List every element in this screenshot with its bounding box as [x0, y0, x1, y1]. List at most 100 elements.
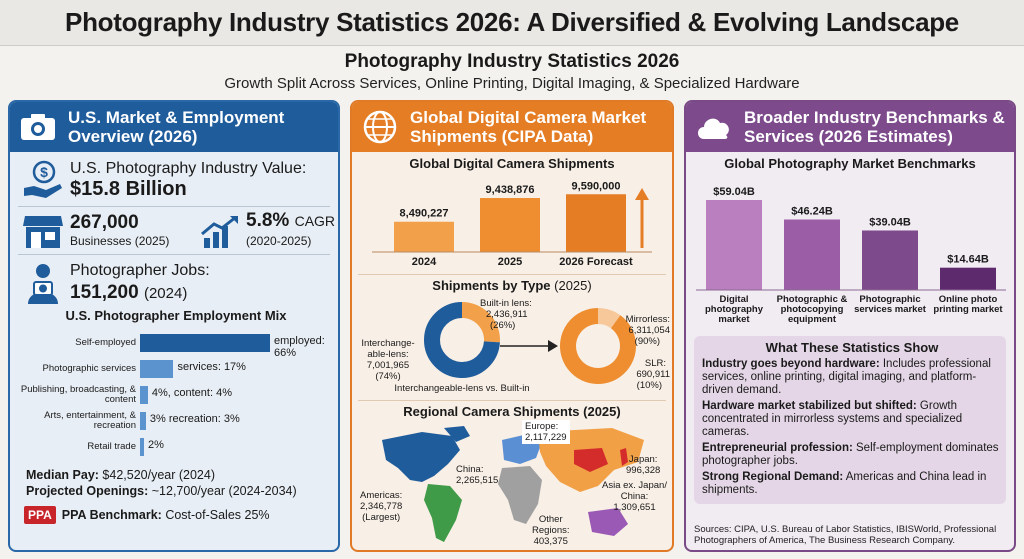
jobs-year: (2024) — [143, 285, 188, 302]
employment-mix-title: U.S. Photographer Employment Mix — [65, 308, 287, 323]
map-north-america — [382, 432, 460, 482]
region-asia: Asia ex. Japan/China: 1,309,651 — [602, 480, 667, 513]
us-market-header: U.S. Market & Employment Overview (2026) — [10, 102, 338, 152]
map-japan — [620, 448, 628, 466]
money-hand-icon: $ — [22, 160, 64, 205]
europe-value: 2,117,229 — [525, 432, 567, 443]
ppa-value: Cost-of-Sales 25% — [165, 508, 270, 522]
benchmarks-panel: Broader Industry Benchmarks & Services (… — [684, 100, 1016, 552]
bench-category-label: market — [718, 314, 750, 325]
slr-label: SLR: — [645, 358, 666, 369]
us-market-title: U.S. Market & Employment Overview (2026) — [68, 108, 285, 146]
americas-note: (Largest) — [362, 512, 401, 523]
mirrorless-value: 6,311,054 — [628, 325, 670, 336]
japan-value: 996,328 — [626, 465, 661, 476]
world-map — [382, 426, 644, 542]
bench-category-label: Digital — [719, 294, 748, 305]
insights-list: Industry goes beyond hardware: Includes … — [702, 358, 1000, 500]
mix-value-label: services: 17% — [177, 361, 246, 373]
mix-category-label: Publishing, broadcasting, & content — [20, 384, 136, 405]
interch-label-2: able-lens: — [367, 349, 408, 360]
europe-label: Europe: — [525, 421, 559, 432]
shipment-value-label: 9,438,876 — [486, 184, 535, 196]
insight-heading: Entrepreneurial profession: — [702, 442, 853, 454]
insights-box: What These Statistics Show Industry goes… — [694, 336, 1006, 504]
globe-icon — [360, 109, 400, 145]
industry-value: $15.8 Billion — [70, 178, 187, 200]
shipment-value-label: 8,490,227 — [400, 208, 449, 220]
insight-item: Strong Regional Demand: Americas and Chi… — [702, 471, 1000, 497]
industry-value-label: U.S. Photography Industry Value: — [70, 160, 307, 177]
china-label: China: — [456, 464, 484, 475]
bench-bar — [784, 219, 840, 290]
growth-chart-icon — [200, 214, 242, 255]
camera-type-donut-slice — [597, 308, 621, 329]
mix-row: Publishing, broadcasting, & content 4%, c… — [10, 384, 338, 406]
mix-bar — [140, 360, 174, 378]
bench-category-label: photography — [705, 304, 764, 315]
store-icon — [22, 214, 64, 255]
sources-note: Sources: CIPA, U.S. Bureau of Labor Stat… — [694, 524, 997, 546]
cagr-value: 5.8% — [246, 210, 290, 231]
bench-value-label: $14.64B — [947, 254, 989, 266]
interch-pct: (74%) — [375, 371, 400, 382]
svg-text:$: $ — [40, 164, 48, 180]
bench-value-label: $59.04B — [713, 186, 755, 198]
other-label-2: Regions: — [532, 525, 570, 536]
lens-donut-slice — [424, 302, 500, 378]
shipments-bar-chart: 8,490,227 2024 9,438,876 2025 9,590,000 2026 … — [372, 180, 652, 268]
interch-value: 7,001,965 — [367, 360, 409, 371]
median-pay-value: $42,520/year (2024) — [102, 468, 216, 482]
shipment-year-label: 2025 — [498, 256, 522, 268]
shipment-value-label: 9,590,000 — [572, 180, 621, 192]
japan-label: Japan: — [628, 454, 658, 465]
shipments-type-donuts: Built-in lens:2,436,911(26%) Interchange-… — [361, 298, 670, 394]
mirrorless-pct: (90%) — [635, 336, 660, 347]
forecast-arrow-head — [635, 188, 649, 200]
bench-category-label: photocopying — [781, 304, 844, 315]
ppa-benchmark: PPA PPA Benchmark: Cost-of-Sales 25% — [24, 506, 270, 524]
cloud-icon — [694, 109, 734, 145]
mix-category-label: Retail trade — [87, 441, 136, 452]
ppa-logo: PPA — [24, 506, 56, 524]
mirrorless-label: Mirrorless: — [626, 314, 670, 325]
tagline: Growth Split Across Services, Online Pri… — [224, 75, 800, 92]
benchmarks-title: Broader Industry Benchmarks & Services (… — [744, 108, 1005, 146]
businesses-value: 267,000 — [70, 212, 139, 233]
bench-category-label: Online photo — [939, 294, 998, 305]
americas-label: Americas: — [360, 490, 403, 501]
shipment-bar — [480, 198, 540, 252]
mix-category-label: Arts, entertainment, & recreation — [44, 410, 136, 431]
insight-text: Self-employment dominates photographer j… — [702, 442, 999, 467]
asia-label-1: Asia ex. Japan/ — [602, 480, 667, 491]
mix-value-label: 4%, content: 4% — [151, 387, 232, 399]
region-china: China: 2,265,515 — [456, 464, 498, 486]
type-title-text: Shipments by Type — [432, 278, 551, 293]
other-label-1: Other — [538, 514, 563, 525]
jobs-value: 151,200 — [70, 282, 139, 303]
insight-item: Hardware market stabilized but shifted: … — [702, 400, 1000, 439]
asia-label-2: China: — [620, 491, 649, 502]
lens-donut-slice — [461, 302, 500, 343]
builtin-pct: (26%) — [490, 320, 515, 331]
donut-caption: Interchangeable-lens vs. Built-in — [394, 383, 529, 394]
page-title: Photography Industry Statistics 2026: A … — [65, 7, 959, 37]
mix-bar — [140, 386, 148, 404]
interch-label-1: Interchange- — [361, 338, 414, 349]
insights-title: What These Statistics Show — [765, 340, 939, 355]
mix-value-label: 2% — [148, 439, 164, 451]
map-australia — [588, 508, 628, 536]
bench-value-label: $39.04B — [869, 216, 911, 228]
map-south-america — [424, 484, 462, 542]
cagr-word: CAGR — [294, 213, 336, 229]
bench-value-label: $46.24B — [791, 206, 833, 218]
insight-heading: Strong Regional Demand: — [702, 471, 844, 483]
camera-shipments-panel: Global Digital Camera Market Shipments (… — [350, 100, 674, 552]
insight-text: Includes professional services, online p… — [702, 358, 991, 396]
insight-heading: Hardware market stabilized but shifted: — [702, 400, 917, 412]
bench-category-label: services market — [854, 304, 927, 315]
type-title-year: (2025) — [554, 278, 592, 293]
camera-icon — [18, 109, 58, 145]
mix-category-label: Self-employed — [75, 337, 136, 348]
